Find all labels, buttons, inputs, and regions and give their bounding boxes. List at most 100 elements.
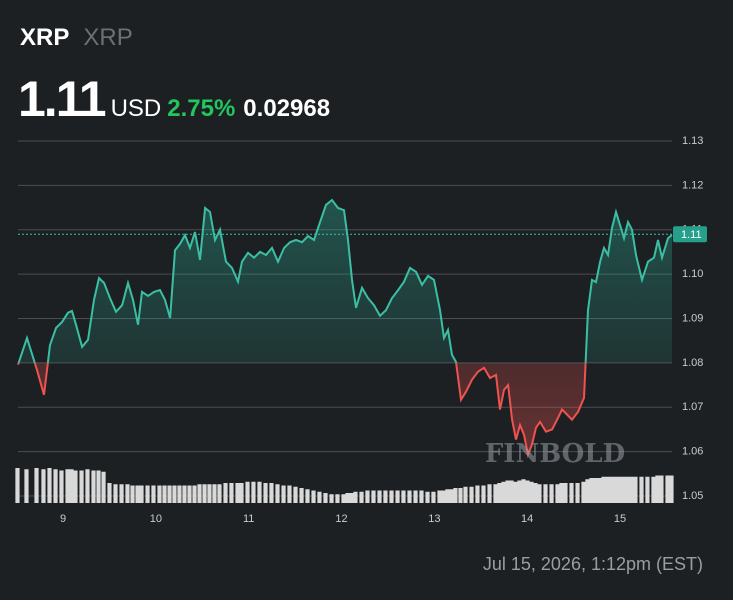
volume-bar [245, 481, 250, 503]
volume-bar [609, 476, 614, 503]
volume-bar [431, 491, 436, 503]
volume-bar [263, 483, 268, 503]
volume-bar [311, 490, 316, 503]
x-tick-label: 14 [521, 513, 533, 525]
x-tick-label: 10 [150, 513, 162, 525]
x-tick-label: 11 [243, 513, 254, 525]
volume-bar [487, 484, 492, 503]
volume-bar [151, 485, 156, 503]
volume-bar [15, 468, 20, 503]
volume-bar [65, 469, 70, 503]
volume-bar [202, 484, 207, 503]
volume-bar [41, 469, 46, 503]
volume-bar [162, 485, 167, 503]
symbol: XRP [20, 24, 70, 51]
volume-bar [521, 479, 526, 503]
volume-bar [287, 485, 292, 503]
volume-bar [365, 490, 370, 503]
y-tick-label: 1.12 [682, 179, 703, 191]
volume-bar [377, 490, 382, 503]
volume-bar [113, 484, 118, 503]
volume-bar [349, 493, 354, 503]
volume-bar [569, 483, 574, 503]
volume-bar [593, 478, 598, 503]
volume-bar [493, 484, 498, 503]
volume-bar [651, 476, 656, 503]
timestamp: Jul 15, 2026, 1:12pm (EST) [483, 554, 703, 574]
volume-bar [91, 470, 96, 503]
y-tick-label: 1.10 [682, 268, 703, 280]
volume-bar [101, 471, 106, 503]
volume-bar [323, 493, 328, 503]
volume-bar [441, 490, 446, 503]
volume-bar [575, 483, 580, 503]
header: XRP XRP [20, 24, 133, 52]
volume-bar [119, 484, 124, 503]
price-tag-label: 1.11 [681, 229, 702, 241]
volume-bar [383, 490, 388, 503]
volume-bar [305, 489, 310, 503]
x-tick-label: 13 [428, 513, 440, 525]
volume-bar [353, 491, 358, 503]
volume-bar [445, 489, 450, 503]
volume-bar [481, 485, 486, 503]
volume-bar [135, 485, 140, 503]
volume-bar [617, 476, 622, 503]
volume-bar [79, 470, 84, 503]
price: 1.11 [18, 71, 107, 127]
volume-bar [251, 481, 256, 503]
symbol-name: XRP [83, 24, 133, 51]
volume-bar [633, 476, 638, 503]
volume-bar [172, 485, 177, 503]
volume-bar [625, 476, 630, 503]
volume-bar [299, 488, 304, 503]
volume-bar [73, 470, 78, 503]
volume-bar [497, 483, 502, 503]
volume-bar [463, 486, 468, 503]
volume-bar [212, 484, 217, 503]
volume-bar [563, 483, 568, 503]
change-percent: 2.75% [167, 95, 236, 122]
volume-bar [59, 470, 64, 503]
volume-bar [359, 491, 364, 503]
volume-bar [601, 476, 606, 503]
volume-bar [665, 475, 670, 503]
volume-bar [505, 480, 510, 503]
y-tick-label: 1.13 [682, 135, 703, 147]
volume-bar [581, 481, 586, 503]
y-tick-label: 1.09 [682, 312, 703, 324]
volume-bar [293, 486, 298, 503]
volume-bar [425, 491, 430, 503]
volume-bar [371, 490, 376, 503]
volume-bar [139, 485, 144, 503]
volume-bar [613, 476, 618, 503]
volume-bar [407, 490, 412, 503]
price-tag [673, 226, 707, 243]
volume-bar [449, 489, 454, 503]
volume-bar [335, 494, 340, 503]
volume-bar [69, 469, 74, 503]
volume-bar [669, 475, 674, 503]
watermark: FINBOLD [485, 439, 625, 469]
volume-bar [629, 476, 634, 503]
volume-bar [96, 470, 101, 503]
line-down [17, 362, 587, 459]
volume-bar [167, 485, 172, 503]
volume-bar [453, 488, 458, 503]
volume-bar [389, 490, 394, 503]
volume-bar [475, 485, 480, 503]
price-row: 1.11 USD 2.75% 0.02968 [18, 70, 330, 128]
volume-bar [257, 481, 262, 503]
x-tick-label: 15 [614, 513, 626, 525]
volume-bar [537, 484, 542, 503]
volume-bar [157, 485, 162, 503]
volume-bar [345, 493, 350, 503]
volume-bar [621, 476, 626, 503]
volume-bar [145, 485, 150, 503]
volume-bar [182, 485, 187, 503]
volume-bar [329, 494, 334, 503]
volume-bar [509, 480, 514, 503]
x-tick-label: 12 [335, 513, 347, 525]
